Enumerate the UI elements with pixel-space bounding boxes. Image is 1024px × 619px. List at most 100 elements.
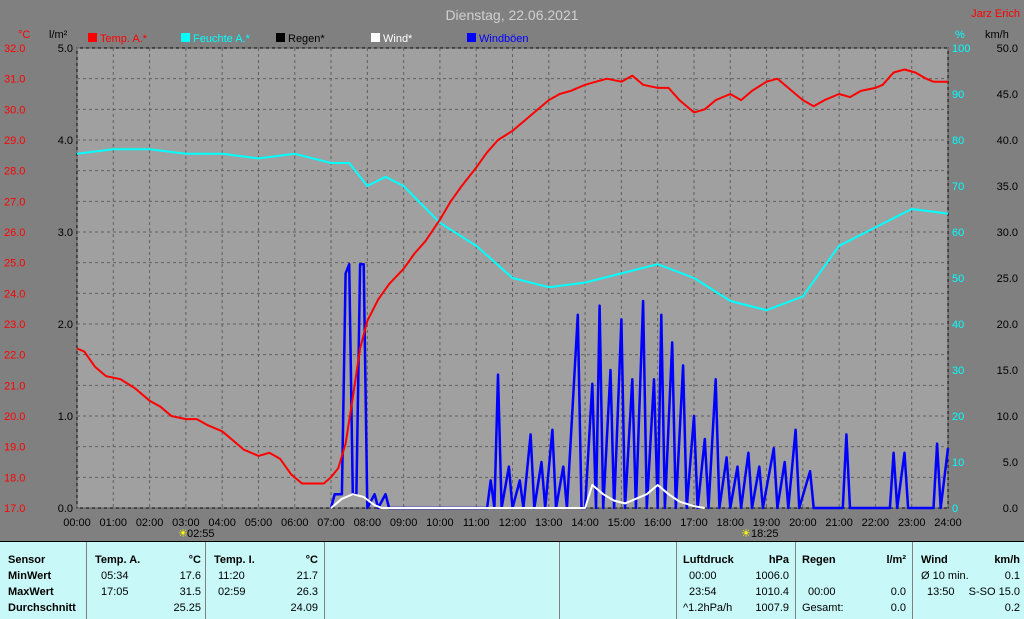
temp-tick-label: 30.0 [4,104,25,116]
luftdruck-avg-value: 1007.9 [755,600,789,616]
wind-max-time: 13:50 [927,584,955,600]
temp-tick-label: 17.0 [4,503,25,515]
temp-i-avg-value: 24.09 [290,600,318,616]
wind-tick-label: 15.0 [997,365,1018,377]
wind-tick-label: 50.0 [997,43,1018,55]
x-tick-label: 12:00 [499,517,527,529]
hum-tick-label: 90 [952,89,964,101]
regen-total-value: 0.0 [891,600,906,616]
legend-label: Regen* [288,33,325,45]
wind-max-value: S-SO 15.0 [969,584,1020,600]
temp-tick-label: 23.0 [4,319,25,331]
rain-unit-label: l/m² [49,29,68,41]
temp-tick-label: 18.0 [4,472,25,484]
temp-i-max-value: 26.3 [297,584,318,600]
x-tick-label: 22:00 [862,517,890,529]
temp-i-min-time: 11:20 [218,568,245,584]
x-tick-label: 20:00 [789,517,817,529]
temp-i-max-time: 02:59 [218,584,246,600]
legend-swatch [371,33,380,42]
wind-tick-label: 30.0 [997,227,1018,239]
empty-panel-1 [325,542,560,619]
temp-a-avg-value: 25.25 [173,600,201,616]
wind-avg-value: 0.2 [1005,600,1020,616]
sensor-panel: Sensor MinWert MaxWert Durchschnitt [0,542,87,619]
temp-tick-label: 31.0 [4,74,25,86]
temp-i-min-value: 21.7 [297,568,318,584]
rain-tick-label: 2.0 [58,319,73,331]
temp-tick-label: 28.0 [4,166,25,178]
hum-tick-label: 40 [952,319,964,331]
x-tick-label: 05:00 [245,517,273,529]
rain-tick-label: 4.0 [58,135,73,147]
legend-swatch [467,33,476,42]
wind-tick-label: 10.0 [997,411,1018,423]
x-tick-label: 23:00 [898,517,926,529]
row-label-avg: Durchschnitt [8,600,76,616]
svg-text:☀: ☀ [741,528,751,540]
sensor-header: Sensor [8,552,45,568]
row-label-min: MinWert [8,568,51,584]
x-tick-label: 14:00 [571,517,599,529]
temp-tick-label: 29.0 [4,135,25,147]
hum-tick-label: 60 [952,227,964,239]
row-label-max: MaxWert [8,584,54,600]
temp-tick-label: 19.0 [4,442,25,454]
temp-tick-label: 26.0 [4,227,25,239]
legend-item: Feuchte A.* [181,33,251,45]
temp-a-panel: Temp. A. °C 05:34 17.6 17:05 31.5 25.25 [87,542,206,619]
temp-tick-label: 24.0 [4,288,25,300]
x-tick-label: 16:00 [644,517,672,529]
x-tick-label: 17:00 [680,517,708,529]
wind-panel: Wind km/h Ø 10 min. 0.1 13:50 S-SO 15.0 0.2 [913,542,1024,619]
temp-a-min-value: 17.6 [180,568,201,584]
temp-i-header: Temp. I. [214,552,255,568]
x-tick-label: 11:00 [463,517,490,529]
stats-table: Sensor MinWert MaxWert Durchschnitt Temp… [0,541,1024,619]
regen-panel: Regen l/m² 00:00 0.0 Gesamt: 0.0 [796,542,913,619]
temp-tick-label: 32.0 [4,43,25,55]
x-tick-label: 07:00 [317,517,345,529]
temp-a-header: Temp. A. [95,552,140,568]
wind-unit-label: km/h [985,29,1009,41]
luftdruck-max-value: 1010.4 [755,584,789,600]
x-tick-label: 13:00 [535,517,563,529]
wind-avg10-label: Ø 10 min. [921,568,969,584]
rain-tick-label: 3.0 [58,227,73,239]
temp-tick-label: 21.0 [4,380,25,392]
temp-a-max-time: 17:05 [101,584,129,600]
x-tick-label: 08:00 [354,517,382,529]
x-tick-label: 24:00 [934,517,962,529]
regen-total-label: Gesamt: [802,600,844,616]
chart-title: Dienstag, 22.06.2021 [445,7,578,23]
legend-swatch [276,33,285,42]
temp-i-unit: °C [306,552,318,568]
legend-label: Feuchte A.* [193,33,251,45]
rain-tick-label: 1.0 [58,411,73,423]
temp-a-min-time: 05:34 [101,568,129,584]
luftdruck-header: Luftdruck [683,552,734,568]
x-tick-label: 10:00 [426,517,454,529]
sunrise-time: 02:55 [187,528,215,540]
sunrise-marker: ☀ 02:55 [178,528,215,540]
wind-tick-label: 20.0 [997,319,1018,331]
luftdruck-min-time: 00:00 [689,568,717,584]
temp-tick-label: 20.0 [4,411,25,423]
empty-panel-2 [560,542,677,619]
hum-tick-label: 50 [952,273,964,285]
temp-a-unit: °C [189,552,201,568]
hum-unit-label: % [955,29,965,41]
legend-swatch [181,33,190,42]
luftdruck-trend: ^1.2hPa/h [683,600,732,616]
weather-chart: 32.0 31.0 30.0 29.0 28.0 27.0 26.0 25.0 24.0 23.0… [0,0,1024,540]
hum-tick-label: 30 [952,365,964,377]
legend-item: Windböen [467,33,529,45]
temp-unit-label: °C [18,29,30,41]
x-tick-label: 09:00 [390,517,418,529]
chart-svg: 32.0 31.0 30.0 29.0 28.0 27.0 26.0 25.0 24.0 23.0… [0,0,1024,540]
regen-unit: l/m² [886,552,906,568]
x-tick-label: 21:00 [825,517,853,529]
legend-label: Wind* [383,33,413,45]
hum-tick-label: 70 [952,181,964,193]
wind-tick-label: 40.0 [997,135,1018,147]
